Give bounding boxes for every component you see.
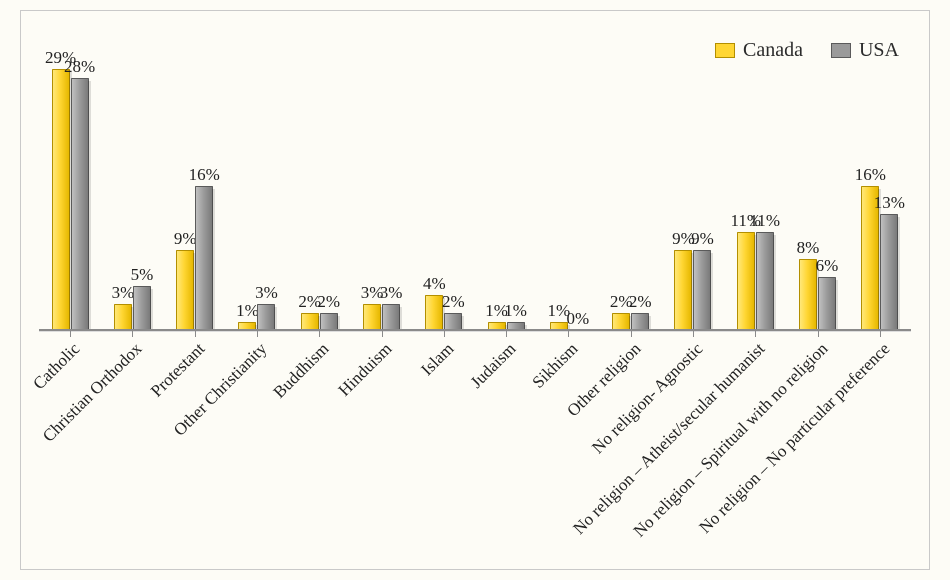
- category-label: Sikhism: [529, 339, 583, 393]
- bar-value-label: 2%: [317, 292, 340, 314]
- bar-groups: 29%28%3%5%9%16%1%3%2%2%3%3%4%2%1%1%1%0%2…: [39, 51, 911, 331]
- bar-value-label: 2%: [629, 292, 652, 314]
- bar-value-label: 13%: [874, 193, 905, 215]
- axis-tick: [506, 331, 507, 337]
- bar-group: 16% 13%: [849, 51, 911, 331]
- bar-canada: 9%: [674, 250, 692, 331]
- axis-tick: [631, 331, 632, 337]
- axis-tick: [880, 331, 881, 337]
- bar-group: 9%16%: [164, 51, 226, 331]
- bar-canada: 9%: [176, 250, 194, 331]
- bar-usa: 5%: [133, 286, 151, 331]
- bar-value-label: 5%: [131, 265, 154, 287]
- category-label: Catholic: [29, 339, 84, 394]
- bar-group: 8%6%: [786, 51, 848, 331]
- bar-usa: 9%: [693, 250, 711, 331]
- bar-canada: 8%: [799, 259, 817, 331]
- bar-usa: 28%: [71, 78, 89, 331]
- bar-group: 29%28%: [39, 51, 101, 331]
- bar-usa: 16%: [195, 186, 213, 331]
- axis-tick: [132, 331, 133, 337]
- category-label: Protestant: [147, 339, 209, 401]
- x-axis-baseline: [39, 329, 911, 331]
- axis-tick: [70, 331, 71, 337]
- bar-canada: 29%: [52, 69, 70, 331]
- category-label: Hinduism: [334, 339, 396, 401]
- axis-tick: [755, 331, 756, 337]
- bar-value-label: 11%: [749, 211, 780, 233]
- bar-value-label: 1%: [504, 301, 527, 323]
- bar-canada: 3%: [114, 304, 132, 331]
- bar-usa: 13%: [880, 214, 898, 331]
- bar-value-label: 9%: [174, 229, 197, 251]
- plot-area: 29%28%3%5%9%16%1%3%2%2%3%3%4%2%1%1%1%0%2…: [39, 51, 911, 331]
- bar-group: 3%3%: [350, 51, 412, 331]
- bar-group: 3%5%: [101, 51, 163, 331]
- bar-group: 11%11%: [724, 51, 786, 331]
- bar-group: 2%2%: [288, 51, 350, 331]
- bar-group: 9%9%: [662, 51, 724, 331]
- bar-group: 1%1%: [475, 51, 537, 331]
- axis-tick: [382, 331, 383, 337]
- bar-canada: 4%: [425, 295, 443, 331]
- axis-tick: [444, 331, 445, 337]
- bar-group: 4%2%: [413, 51, 475, 331]
- bar-value-label: 6%: [816, 256, 839, 278]
- bar-usa: 11%: [756, 232, 774, 331]
- bar-usa: 3%: [257, 304, 275, 331]
- bar-group: 1%0%: [537, 51, 599, 331]
- bar-canada: 11%: [737, 232, 755, 331]
- bar-value-label: 16%: [189, 165, 220, 187]
- axis-tick: [195, 331, 196, 337]
- axis-tick: [257, 331, 258, 337]
- bar-group: 1%3%: [226, 51, 288, 331]
- bar-value-label: 28%: [64, 57, 95, 79]
- bar-value-label: 16%: [855, 165, 886, 187]
- axis-tick: [818, 331, 819, 337]
- bar-value-label: 9%: [691, 229, 714, 251]
- bar-usa: 3%: [382, 304, 400, 331]
- bar-canada: 3%: [363, 304, 381, 331]
- chart-container: Canada USA 29%28%3%5%9%16%1%3%2%2%3%3%4%…: [20, 10, 930, 570]
- axis-tick: [568, 331, 569, 337]
- category-label: Judaism: [467, 339, 521, 393]
- axis-tick: [319, 331, 320, 337]
- bar-value-label: 0%: [567, 309, 590, 331]
- category-label: No religion- Agnostic: [588, 339, 707, 458]
- category-label: Buddhism: [270, 339, 334, 403]
- bar-value-label: 3%: [255, 283, 278, 305]
- bar-usa: 6%: [818, 277, 836, 331]
- bar-value-label: 3%: [380, 283, 403, 305]
- bar-value-label: 2%: [442, 292, 465, 314]
- bar-group: 2%2%: [600, 51, 662, 331]
- axis-tick: [693, 331, 694, 337]
- category-label: Islam: [417, 339, 458, 380]
